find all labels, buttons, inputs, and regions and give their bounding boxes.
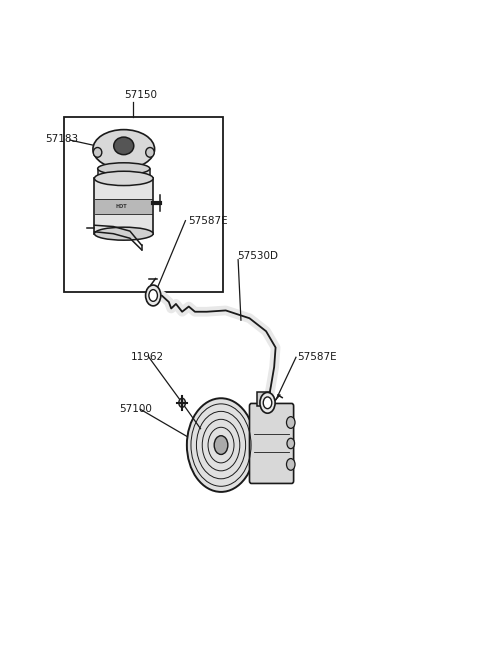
Text: 57587E: 57587E — [297, 352, 336, 362]
Circle shape — [287, 459, 295, 470]
Ellipse shape — [97, 163, 150, 174]
Ellipse shape — [146, 148, 154, 157]
Circle shape — [260, 392, 275, 413]
Ellipse shape — [95, 227, 153, 240]
Circle shape — [263, 397, 272, 409]
Text: HOT: HOT — [116, 204, 127, 209]
Circle shape — [187, 398, 255, 492]
Ellipse shape — [95, 171, 153, 186]
Text: 11962: 11962 — [131, 352, 164, 362]
Ellipse shape — [114, 137, 134, 155]
Text: 57150: 57150 — [124, 91, 157, 100]
Text: 57100: 57100 — [119, 404, 152, 415]
Text: 57530D: 57530D — [238, 251, 278, 262]
Circle shape — [179, 398, 185, 407]
Bar — [64, 117, 223, 292]
Ellipse shape — [93, 130, 155, 169]
Bar — [95, 178, 153, 234]
Bar — [257, 392, 270, 406]
Circle shape — [149, 289, 157, 301]
Bar — [96, 199, 152, 215]
Circle shape — [287, 438, 295, 449]
Circle shape — [214, 436, 228, 455]
Circle shape — [287, 417, 295, 428]
Text: 57183: 57183 — [46, 134, 79, 144]
Bar — [97, 169, 150, 175]
Text: 57587E: 57587E — [188, 216, 228, 226]
Ellipse shape — [93, 148, 102, 157]
FancyBboxPatch shape — [250, 403, 294, 483]
Circle shape — [145, 285, 161, 306]
